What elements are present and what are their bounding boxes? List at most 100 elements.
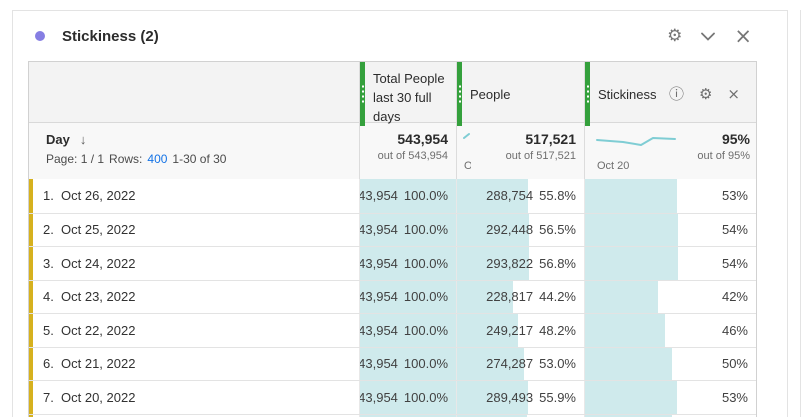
column-header-people[interactable]: People: [456, 62, 584, 126]
cell-value: 228,817: [486, 289, 534, 305]
gear-icon[interactable]: ⚙: [667, 25, 683, 46]
cell-percent: 53%: [721, 389, 748, 405]
cell-value: 543,954: [359, 222, 398, 238]
cell-percent: 100.0%: [403, 356, 448, 372]
row-date-label: Oct 23, 2022: [61, 289, 136, 305]
cell-bar: [457, 381, 528, 414]
cell-value: 543,954: [359, 289, 398, 305]
sparkline-label: Oct 20: [597, 160, 630, 172]
info-icon[interactable]: ⓘ: [668, 84, 684, 103]
sort-descending-icon[interactable]: ↓: [79, 132, 87, 147]
dimension-cell[interactable]: 6. Oct 21, 2022: [29, 347, 359, 380]
cell-people[interactable]: 274,287 53.0%: [456, 347, 584, 380]
dimension-cell[interactable]: [29, 414, 359, 417]
sparkline-label-clipped: Oct 20: [464, 160, 471, 172]
table-row: 3. Oct 24, 2022 543,954 100.0% 293,822 5…: [29, 246, 756, 280]
column-header-total-people[interactable]: Total People last 30 full days: [359, 62, 456, 126]
cell-total-people[interactable]: 543,954 100.0%: [359, 213, 456, 246]
cell-bar: [585, 381, 677, 414]
pagination: Page: 1 / 1 Rows: 400 1-30 of 30: [46, 152, 359, 166]
cell-value: 543,954: [359, 322, 398, 338]
cell-percent: 48.2%: [539, 322, 576, 338]
dimension-cell[interactable]: 7. Oct 20, 2022: [29, 381, 359, 414]
cell-value: 543,954: [359, 255, 398, 271]
stickiness-panel: Stickiness (2) ⚙ × Total People last 30 …: [12, 10, 788, 417]
cell-bar: [585, 314, 665, 347]
column-drag-handle[interactable]: [585, 62, 590, 126]
cell-percent: 100.0%: [403, 188, 448, 204]
dimension-cell[interactable]: 3. Oct 24, 2022: [29, 247, 359, 280]
cell-bar: [585, 213, 679, 246]
cell-stickiness[interactable]: [584, 414, 758, 417]
cell-bar: [457, 280, 514, 313]
cell-total-people[interactable]: 543,954 100.0%: [359, 347, 456, 380]
cell-stickiness[interactable]: 46%: [584, 314, 758, 347]
cell-bar: [457, 347, 525, 380]
cell-stickiness[interactable]: 50%: [584, 347, 758, 380]
cell-total-people[interactable]: 543,954 100.0%: [359, 314, 456, 347]
dimension-column-header: [29, 62, 359, 126]
total-cell-total-people[interactable]: 543,954 out of 543,954: [359, 123, 456, 179]
totals-row: Day ↓ Page: 1 / 1 Rows: 400 1-30 of 30 5…: [29, 122, 756, 179]
row-index: 7.: [43, 389, 54, 405]
column-header-row: Total People last 30 full days People St…: [29, 62, 756, 126]
table-row: 4. Oct 23, 2022 543,954 100.0% 228,817 4…: [29, 279, 758, 313]
row-date-label: Oct 25, 2022: [61, 222, 136, 238]
row-date-label: Oct 20, 2022: [61, 389, 136, 405]
cell-value: 288,754: [486, 188, 534, 204]
cell-stickiness[interactable]: 53%: [584, 179, 758, 213]
dimension-cell[interactable]: 5. Oct 22, 2022: [29, 314, 359, 347]
cell-bar: [457, 247, 530, 280]
table-body: 1. Oct 26, 2022 543,954 100.0% 288,754 5…: [29, 179, 756, 417]
cell-percent: 100.0%: [403, 389, 448, 405]
column-header-stickiness[interactable]: Stickiness ⓘ ⚙ ×: [584, 62, 758, 126]
cell-percent: 56.8%: [539, 255, 576, 271]
cell-total-people[interactable]: 543,954 100.0%: [359, 381, 456, 414]
total-cell-stickiness[interactable]: Oct 20 95% out of 95%: [584, 123, 758, 179]
cell-total-people[interactable]: 543,954 100.0%: [359, 247, 456, 280]
cell-stickiness[interactable]: 54%: [584, 247, 758, 280]
cell-percent: 55.8%: [539, 188, 576, 204]
cell-bar: [457, 179, 528, 213]
dimension-cell[interactable]: 1. Oct 26, 2022: [29, 179, 359, 213]
cell-bar: [585, 414, 672, 417]
total-cell-people[interactable]: Oct 20 517,521 out of 517,521: [456, 123, 584, 179]
row-date-label: Oct 21, 2022: [61, 356, 136, 372]
rows-label: Rows:: [109, 152, 143, 166]
cell-people[interactable]: 288,754 55.8%: [456, 179, 584, 213]
dimension-cell[interactable]: 2. Oct 25, 2022: [29, 213, 359, 246]
cell-people[interactable]: 289,493 55.9%: [456, 381, 584, 414]
panel-title[interactable]: Stickiness (2): [62, 27, 159, 45]
cell-stickiness[interactable]: 53%: [584, 381, 758, 414]
cell-bar: [360, 381, 456, 414]
rows-per-page-link[interactable]: 400: [147, 152, 168, 166]
column-drag-handle[interactable]: [360, 62, 365, 126]
cell-bar: [360, 314, 456, 347]
remove-column-icon[interactable]: ×: [727, 84, 740, 103]
cell-percent: 55.9%: [539, 389, 576, 405]
cell-people[interactable]: 228,817 44.2%: [456, 280, 584, 313]
cell-stickiness[interactable]: 42%: [584, 280, 758, 313]
cell-bar: [360, 347, 456, 380]
close-icon[interactable]: ×: [734, 23, 752, 48]
cell-people[interactable]: 249,217 48.2%: [456, 314, 584, 347]
chevron-down-icon[interactable]: [701, 32, 716, 41]
column-label: People: [470, 86, 511, 102]
gear-icon[interactable]: ⚙: [698, 84, 713, 103]
cell-stickiness[interactable]: 54%: [584, 213, 758, 246]
sparkline-fragment: [463, 133, 470, 139]
table-row: 7. Oct 20, 2022 543,954 100.0% 289,493 5…: [29, 380, 756, 414]
cell-total-people[interactable]: 543,954 100.0%: [359, 280, 456, 313]
cell-total-people[interactable]: [359, 414, 456, 417]
column-drag-handle[interactable]: [457, 62, 462, 126]
dimension-label[interactable]: Day: [46, 132, 70, 147]
column-label: Total People last 30 full days: [373, 71, 445, 124]
cell-total-people[interactable]: 543,954 100.0%: [359, 179, 456, 213]
cell-people[interactable]: 293,822 56.8%: [456, 247, 584, 280]
dimension-cell[interactable]: 4. Oct 23, 2022: [29, 280, 359, 313]
adjacent-panel-edge: [800, 10, 807, 417]
cell-people[interactable]: [456, 414, 584, 417]
cell-bar: [360, 213, 456, 246]
cell-people[interactable]: 292,448 56.5%: [456, 213, 584, 246]
